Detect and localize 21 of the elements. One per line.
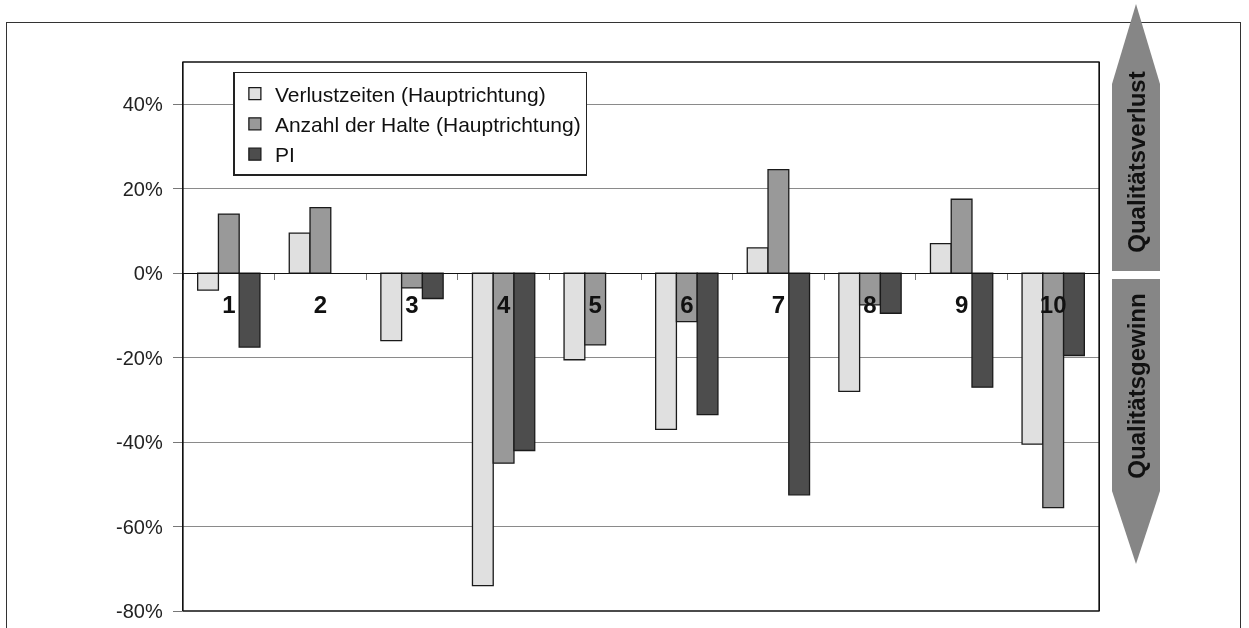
y-tick-label: -40% (116, 431, 163, 454)
legend-label: Anzahl der Halte (Hauptrichtung) (274, 113, 581, 137)
y-tick-label: -20% (116, 346, 163, 369)
y-tick-label: 0% (133, 262, 163, 285)
x-tick-label: 5 (588, 291, 602, 319)
x-tick-label: 9 (954, 291, 969, 319)
legend-label: PI (274, 143, 295, 167)
x-tick-label: 7 (771, 291, 786, 319)
y-tick-label: 40% (122, 93, 163, 116)
text: Qualitätsverlust (1123, 71, 1150, 253)
x-tick-label: 3 (405, 291, 419, 319)
x-tick-label: 8 (863, 291, 877, 319)
legend-label: Verlustzeiten (Hauptrichtung) (274, 82, 546, 106)
x-tick-label: 2 (313, 291, 328, 319)
x-tick-label: 6 (680, 291, 694, 319)
x-tick-label: 4 (496, 291, 511, 319)
y-tick-label: 20% (122, 177, 163, 200)
y-tick-label: -60% (116, 515, 163, 538)
x-tick-label: 1 (222, 291, 236, 319)
text: Qualitätsgewinn (1123, 293, 1150, 479)
y-tick-label: -80% (116, 600, 163, 622)
